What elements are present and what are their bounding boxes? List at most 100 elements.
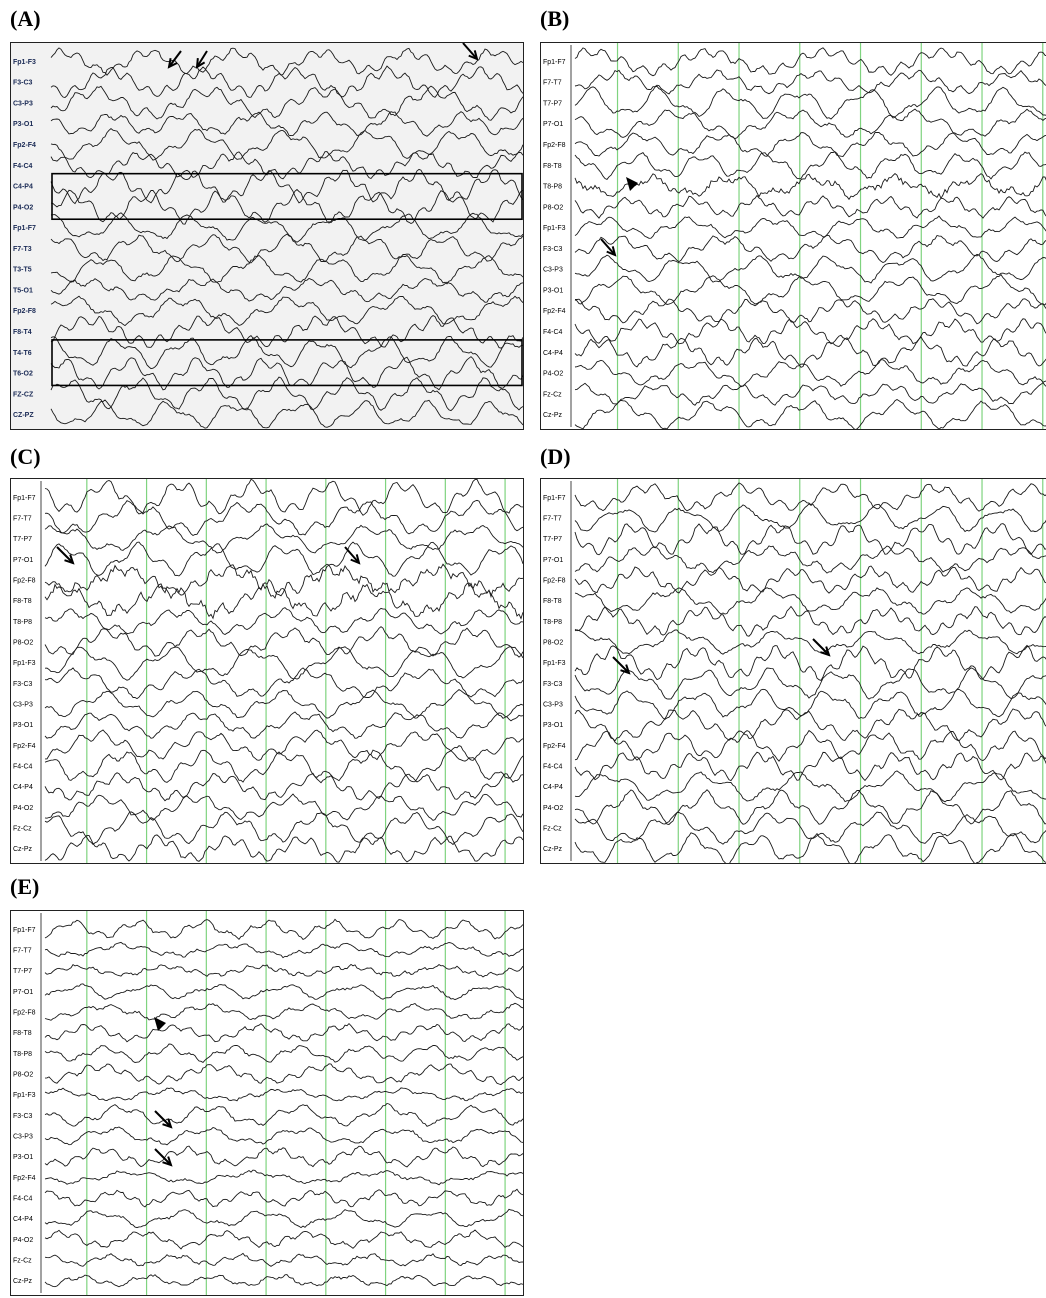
channel-label: Fz-Cz [13, 1258, 32, 1265]
eeg-trace [574, 605, 1046, 637]
eeg-trace [574, 151, 1046, 180]
panel-b-letter: (B) [540, 6, 570, 31]
channel-label: F3-C3 [13, 681, 33, 688]
eeg-trace [44, 749, 523, 783]
eeg-trace [574, 234, 1046, 264]
panel-a-letter: (A) [10, 6, 41, 31]
panel-e-letter: (E) [10, 874, 40, 899]
channel-label: C4-P4 [13, 184, 33, 191]
channel-label: F4-C4 [13, 1196, 33, 1203]
eeg-trace [44, 1252, 523, 1267]
channel-label: C3-P3 [13, 702, 33, 709]
eeg-panel-b-svg: Fp1-F7 F7-T7 T7-P7 P7-O1 Fp2-F8 F8-T8 T8-P8 P8-… [543, 43, 1046, 429]
channel-label: F7-T7 [13, 516, 32, 523]
eeg-trace [44, 1043, 523, 1063]
eeg-trace [574, 688, 1046, 720]
eeg-trace [44, 1169, 523, 1186]
channel-label: C4-P4 [13, 1216, 33, 1223]
channel-label: T3-T5 [13, 267, 32, 274]
channel-label: F7-T3 [13, 246, 32, 253]
eeg-trace [574, 751, 1046, 782]
channel-label: T8-P8 [543, 619, 562, 626]
channel-label: F3-C3 [13, 80, 33, 87]
channel-label: P3-O1 [13, 1154, 33, 1161]
eeg-trace [574, 194, 1046, 219]
channel-label: F7-T7 [543, 516, 562, 523]
eeg-panel-d-svg: Fp1-F7 F7-T7 T7-P7 P7-O1 Fp2-F8 F8-T8 T8-P8 P8-… [543, 479, 1046, 863]
eeg-trace [44, 1208, 523, 1229]
channel-label: P8-O2 [543, 640, 563, 647]
eeg-trace [44, 918, 523, 940]
eeg-trace [44, 811, 523, 846]
eeg-trace [50, 356, 523, 391]
channel-label: Fp1-F3 [13, 1092, 36, 1099]
channel-label: F8-T8 [13, 1030, 32, 1037]
eeg-trace [574, 545, 1046, 574]
panel-d-letter: (D) [540, 444, 571, 469]
eeg-trace [44, 1274, 523, 1288]
eeg-trace [44, 626, 523, 658]
channel-label: Fp1-F7 [543, 59, 566, 66]
arrow-icon [344, 546, 361, 565]
channel-label: P3-O1 [13, 121, 33, 128]
eeg-trace [44, 1022, 523, 1043]
channel-label: P4-O2 [13, 204, 33, 211]
eeg-trace [574, 359, 1046, 388]
arrow-icon [167, 50, 182, 69]
channel-label: Cz-Pz [543, 412, 563, 419]
eeg-trace [44, 1126, 523, 1146]
arrow-icon [612, 656, 631, 675]
eeg-trace [50, 399, 523, 429]
arrowhead-icon [626, 177, 638, 191]
channel-label: Fp1-F7 [13, 495, 36, 502]
channel-label: P3-O1 [543, 287, 563, 294]
channel-label: P8-O2 [543, 204, 563, 211]
eeg-trace [44, 1229, 523, 1250]
eeg-trace [574, 69, 1046, 95]
eeg-panel-c-svg: Fp1-F7 F7-T7 T7-P7 P7-O1 Fp2-F8 F8-T8 T8-P8 P8-… [13, 479, 523, 863]
eeg-trace [574, 789, 1046, 825]
eeg-panel-e-svg: Fp1-F7 F7-T7 T7-P7 P7-O1 Fp2-F8 F8-T8 T8-P8 P8-… [13, 911, 523, 1295]
eeg-trace [44, 772, 523, 802]
channel-label: C4-P4 [13, 784, 33, 791]
eeg-trace [44, 646, 523, 681]
eeg-trace [44, 667, 523, 700]
eeg-trace [44, 1102, 523, 1127]
highlight-box [51, 172, 523, 221]
eeg-trace [44, 689, 523, 719]
eeg-trace [44, 793, 523, 821]
eeg-trace [50, 188, 523, 225]
eeg-trace [574, 382, 1046, 406]
channel-label: Fz-Cz [543, 391, 562, 398]
eeg-trace [45, 729, 523, 761]
eeg-trace [50, 254, 523, 285]
eeg-trace [50, 65, 523, 98]
eeg-trace [574, 667, 1046, 700]
eeg-trace [574, 482, 1046, 512]
channel-label: Fp1-F3 [13, 660, 36, 667]
eeg-trace [574, 565, 1046, 594]
eeg-trace [50, 111, 523, 137]
channel-label: T7-P7 [13, 536, 32, 543]
channel-label: T8-P8 [13, 619, 32, 626]
eeg-trace [44, 834, 523, 863]
eeg-panel-c: Fp1-F7 F7-T7 T7-P7 P7-O1 Fp2-F8 F8-T8 T8-P8 P8-… [10, 478, 524, 864]
channel-label: F4-C4 [13, 163, 33, 170]
eeg-trace [44, 563, 523, 599]
channel-label: P3-O1 [13, 722, 33, 729]
channel-label: C4-P4 [543, 784, 563, 791]
channel-label: F8-T8 [13, 598, 32, 605]
channel-label: F4-C4 [543, 329, 563, 336]
channel-label: F8-T8 [543, 163, 562, 170]
eeg-trace [44, 711, 523, 739]
channel-label: Fp2-F8 [543, 142, 566, 149]
eeg-trace [574, 47, 1046, 77]
eeg-trace [574, 503, 1046, 533]
channel-label: Fp1-F7 [543, 495, 566, 502]
eeg-trace [44, 963, 523, 978]
eeg-trace [44, 941, 523, 959]
channel-label: Fz-Cz [543, 826, 562, 833]
eeg-trace [574, 318, 1046, 345]
channel-label: P7-O1 [13, 557, 33, 564]
channel-label: T7-P7 [13, 968, 32, 975]
